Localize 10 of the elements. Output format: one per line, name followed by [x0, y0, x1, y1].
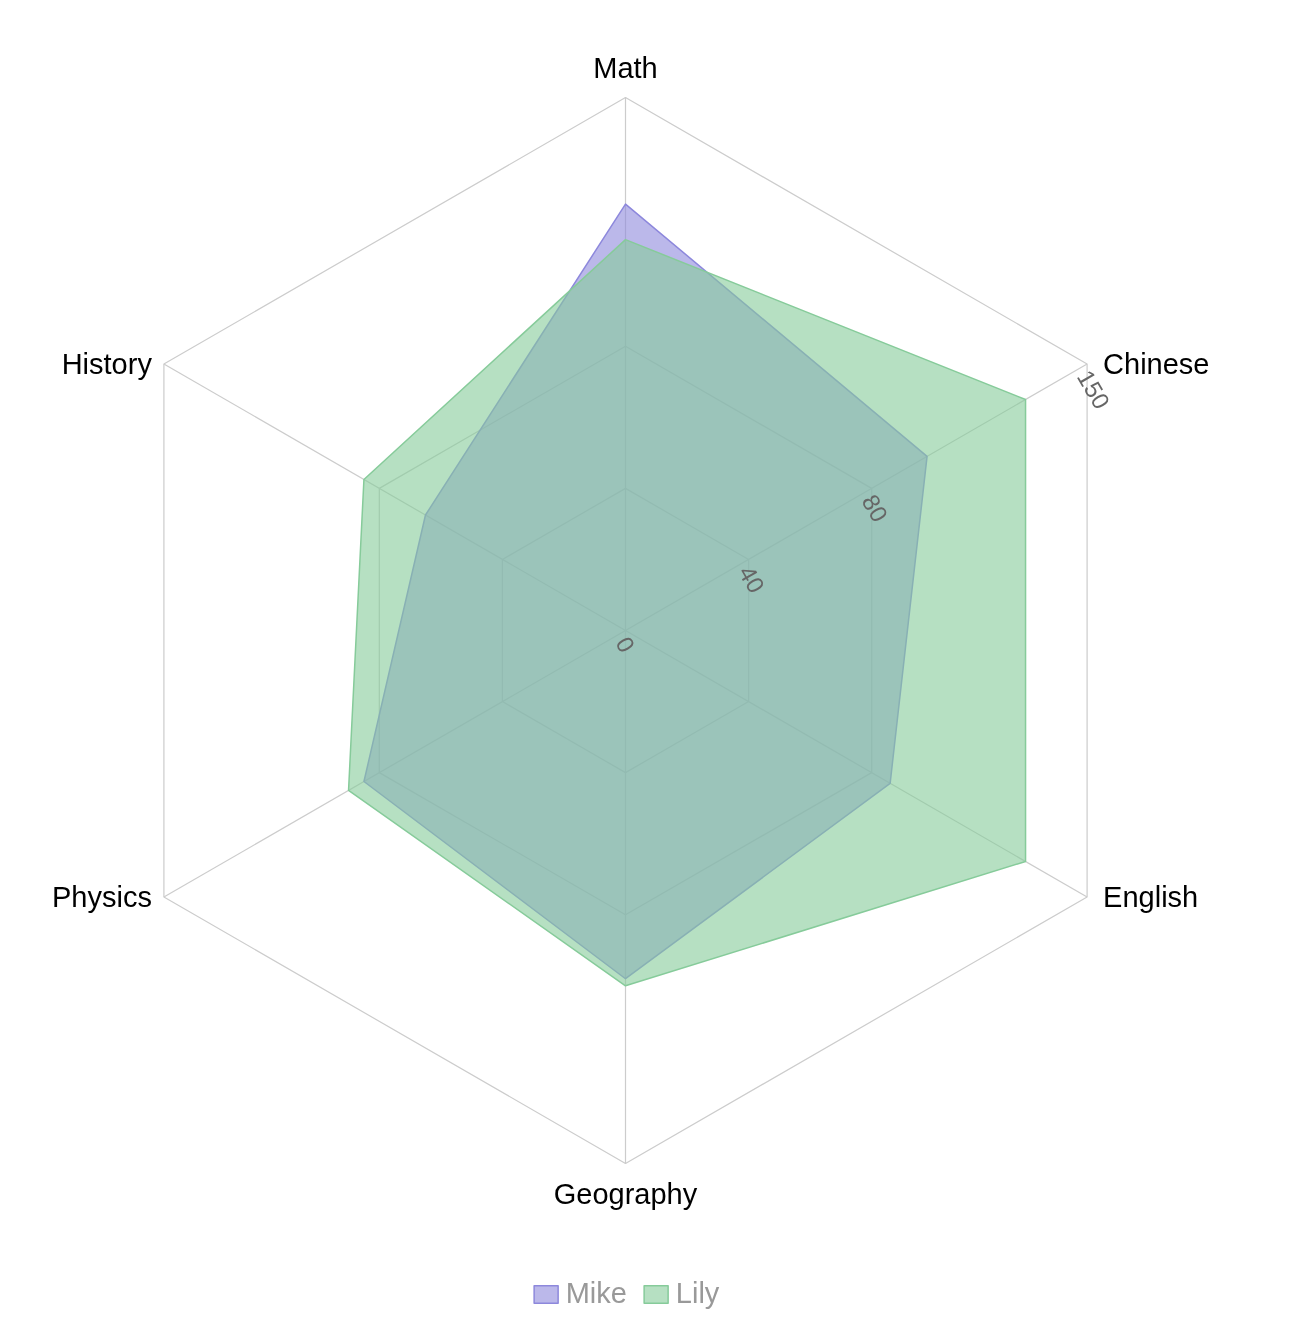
y-tick-label: 0 [610, 632, 641, 658]
spoke-label: Geography [553, 1177, 698, 1210]
spoke-label: Math [593, 51, 658, 84]
y-tick-label: 80 [856, 489, 894, 527]
legend-label: Mike [565, 1277, 627, 1310]
y-tick-label: 40 [733, 560, 771, 598]
spoke-label: English [1103, 881, 1199, 913]
spoke-label: Physics [51, 881, 152, 913]
spoke-label: History [61, 348, 153, 380]
legend-label: Lily [675, 1277, 720, 1310]
